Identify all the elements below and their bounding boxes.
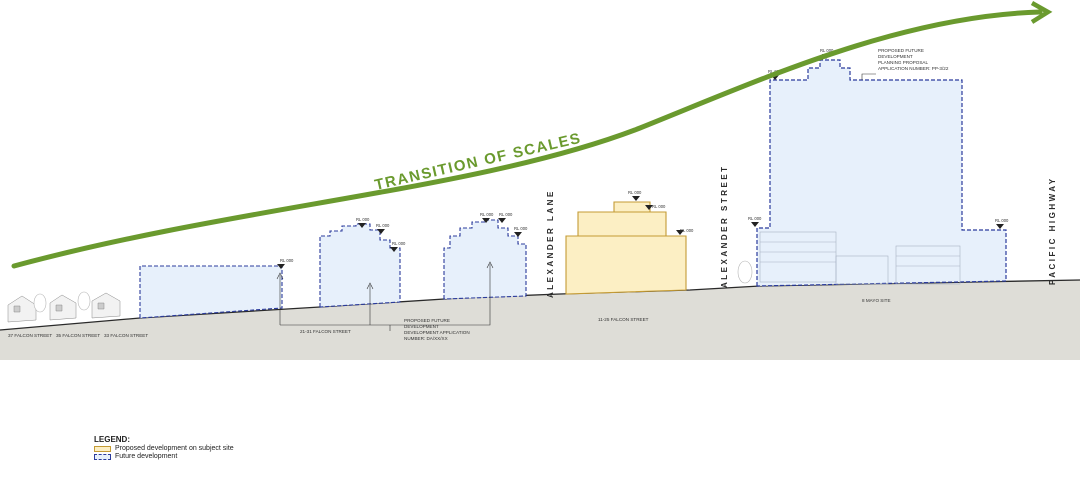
- svg-text:PROPOSED FUTURE: PROPOSED FUTURE: [878, 48, 924, 53]
- site-label-21-31: 21-31 FALCON STREET: [300, 329, 351, 334]
- level-label: RL 000: [499, 212, 513, 217]
- future-tower: [756, 59, 1007, 287]
- proposed-building: [565, 201, 687, 295]
- svg-text:DEVELOPMENT APPLICATION: DEVELOPMENT APPLICATION: [404, 330, 470, 335]
- site-labels: 37 FALCON STREET 35 FALCON STREET 33 FAL…: [8, 298, 891, 338]
- level-label: RL 000: [376, 223, 390, 228]
- site-label-35: 35 FALCON STREET: [56, 333, 100, 338]
- svg-text:NUMBER: DA/XX/XX: NUMBER: DA/XX/XX: [404, 336, 448, 341]
- site-label-33: 33 FALCON STREET: [104, 333, 148, 338]
- future-swatch: [94, 453, 111, 460]
- level-label: RL 000: [392, 241, 406, 246]
- level-labels: RL 000 RL 000 RL 000 RL 000 RL 000 RL 00…: [280, 48, 1009, 263]
- existing-houses: [7, 292, 121, 323]
- ground-section: [0, 280, 1080, 360]
- legend-item-future: Future development: [94, 453, 234, 460]
- road-label-pacific-highway: PACIFIC HIGHWAY: [1048, 176, 1057, 285]
- svg-text:APPLICATION NUMBER: PP-3/22: APPLICATION NUMBER: PP-3/22: [878, 66, 949, 71]
- road-label-alexander-street: ALEXANDER STREET: [720, 164, 729, 288]
- planning-proposal-note: PROPOSED FUTURE DEVELOPMENT PLANNING PRO…: [878, 48, 949, 71]
- level-label: RL 000: [820, 48, 834, 53]
- level-label: RL 000: [280, 258, 294, 263]
- transition-label: TRANSITION OF SCALES: [373, 130, 583, 194]
- site-label-11-25: 11-25 FALCON STREET: [598, 317, 649, 322]
- legend: LEGEND: Proposed development on subject …: [94, 435, 234, 460]
- proposed-swatch: [94, 445, 111, 452]
- transition-arrowhead: [1030, 1, 1053, 24]
- leader-lines: [276, 73, 876, 331]
- svg-text:PLANNING PROPOSAL: PLANNING PROPOSAL: [878, 60, 928, 65]
- road-label-alexander-lane: ALEXANDER LANE: [546, 189, 555, 298]
- level-label: RL 000: [748, 216, 762, 221]
- svg-text:DEVELOPMENT: DEVELOPMENT: [404, 324, 439, 329]
- future-building-2: [319, 223, 401, 308]
- future-building-3: [443, 219, 527, 300]
- level-label: RL 000: [480, 212, 494, 217]
- level-label: RL 000: [995, 218, 1009, 223]
- level-label: RL 000: [356, 217, 370, 222]
- tower-podium-detail: [759, 231, 961, 285]
- svg-text:PROPOSED FUTURE: PROPOSED FUTURE: [404, 318, 450, 323]
- legend-item-proposed: Proposed development on subject site: [94, 445, 234, 452]
- site-label-mayo: 8 MAYO SITE: [862, 298, 891, 303]
- level-label: RL 000: [680, 228, 694, 233]
- level-label: RL 000: [652, 204, 666, 209]
- level-label: RL 000: [514, 226, 528, 231]
- future-dev-note: PROPOSED FUTURE DEVELOPMENT DEVELOPMENT …: [404, 318, 470, 341]
- transition-arrow: [11, 9, 1043, 269]
- site-label-37: 37 FALCON STREET: [8, 333, 52, 338]
- level-label: RL 000: [628, 190, 642, 195]
- svg-text:DEVELOPMENT: DEVELOPMENT: [878, 54, 913, 59]
- legend-label: Future development: [115, 453, 178, 460]
- legend-label: Proposed development on subject site: [115, 445, 234, 452]
- legend-title: LEGEND:: [94, 435, 130, 444]
